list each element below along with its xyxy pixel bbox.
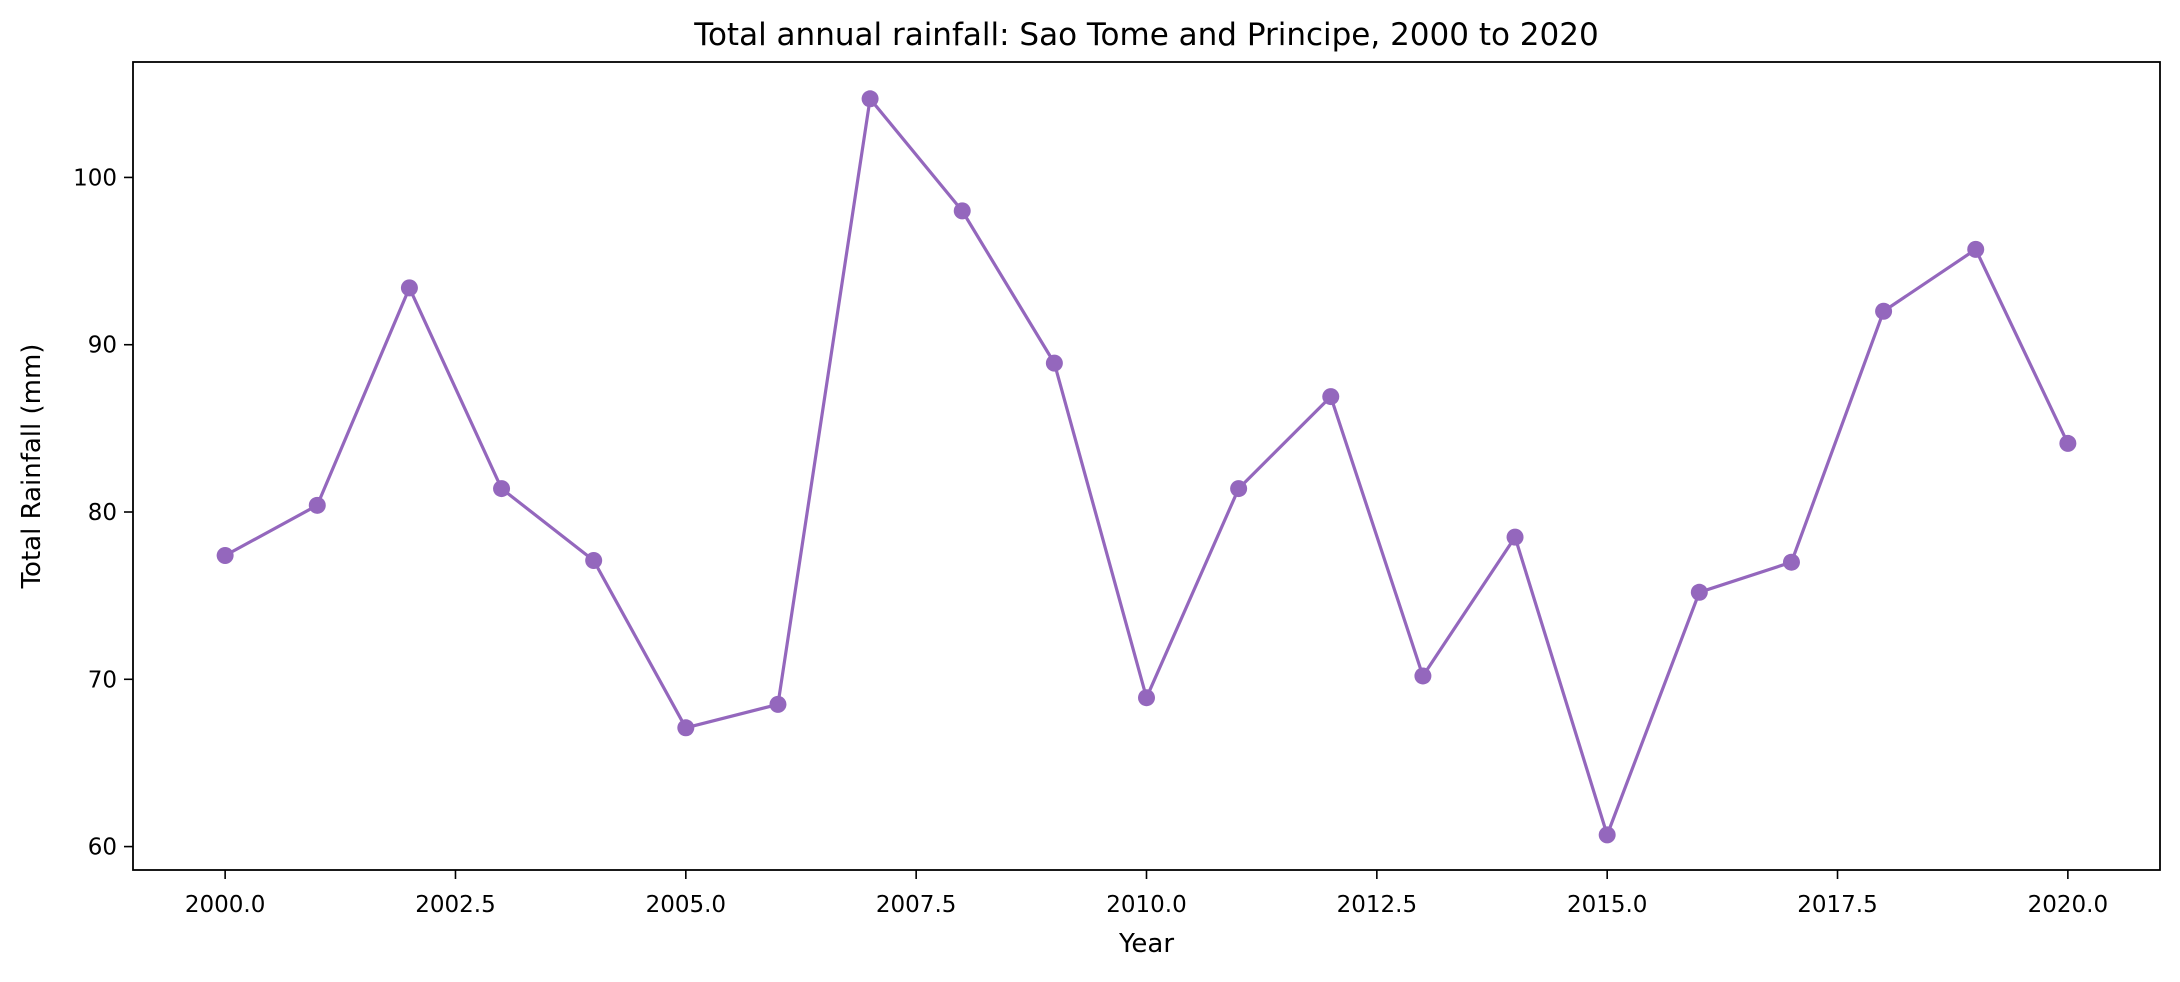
y-tick-label: 80 — [88, 500, 117, 526]
data-point — [677, 719, 695, 737]
y-tick-label: 100 — [73, 165, 117, 191]
data-point — [1506, 528, 1524, 546]
data-point — [585, 552, 603, 570]
x-tick-label: 2020.0 — [2028, 892, 2108, 918]
data-point — [1782, 553, 1800, 571]
data-point — [1322, 388, 1340, 406]
data-point — [1414, 667, 1432, 685]
data-point — [1138, 689, 1155, 707]
x-tick-label: 2012.5 — [1337, 892, 1417, 918]
x-tick-label: 2002.5 — [415, 892, 495, 918]
series-line — [224, 97, 2070, 837]
x-tick-label: 2010.0 — [1106, 892, 1186, 918]
data-point — [1598, 826, 1616, 844]
data-point — [400, 279, 418, 297]
data-point — [308, 496, 326, 514]
x-tick-label: 2015.0 — [1567, 892, 1647, 918]
data-point — [2059, 434, 2077, 452]
y-tick-label: 60 — [88, 835, 117, 861]
x-tick-label: 2017.5 — [1797, 892, 1877, 918]
chart-title: Total annual rainfall: Sao Tome and Prin… — [693, 17, 1598, 53]
plot-frame — [132, 61, 2161, 871]
series-layer — [216, 90, 2077, 844]
data-point — [1875, 302, 1893, 320]
data-point — [1230, 480, 1248, 498]
data-point — [493, 480, 511, 498]
x-tick-label: 2007.5 — [876, 892, 956, 918]
data-point — [769, 695, 787, 713]
y-tick-label: 90 — [88, 333, 117, 359]
x-axis-label: Year — [1118, 929, 1174, 959]
y-axis-ticks: 60 70 80 90 100 — [73, 165, 133, 861]
data-point — [1967, 240, 1985, 258]
y-tick-label: 70 — [88, 667, 117, 693]
data-point — [953, 202, 971, 220]
data-point — [1690, 583, 1708, 601]
x-tick-label: 2000.0 — [185, 892, 265, 918]
x-tick-label: 2005.0 — [646, 892, 726, 918]
data-point — [861, 90, 879, 108]
data-point — [1045, 354, 1063, 372]
x-axis-ticks: 2000.0 2002.5 2005.0 2007.5 2010.0 2012.5 2015… — [185, 870, 2108, 918]
data-point — [216, 546, 234, 564]
y-axis-label: Total Rainfall (mm) — [17, 344, 47, 590]
